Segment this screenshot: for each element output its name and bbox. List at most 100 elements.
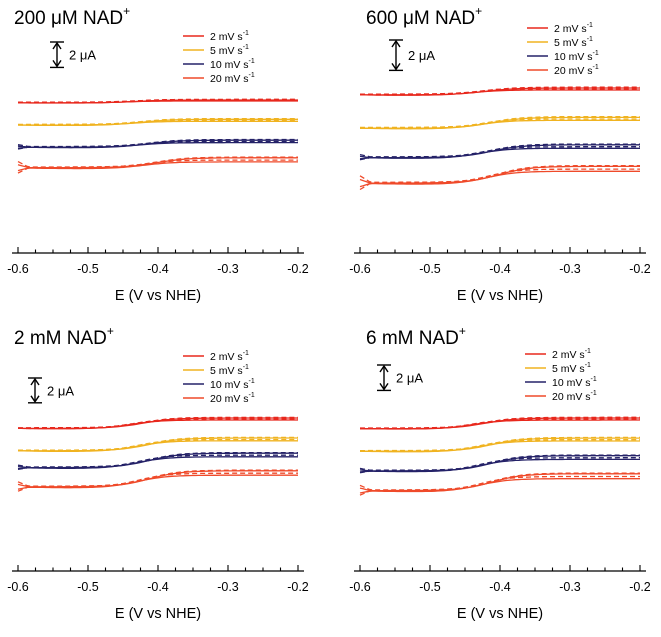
scale-bar: 2 μA bbox=[389, 39, 435, 72]
x-tick-label: -0.6 bbox=[7, 580, 29, 594]
cv-trace-solid bbox=[360, 437, 640, 452]
cv-trace-solid bbox=[359, 144, 640, 159]
x-tick-label: -0.4 bbox=[147, 580, 169, 594]
cv-trace-dashed bbox=[18, 418, 298, 430]
x-tick-label: -0.6 bbox=[7, 262, 29, 276]
cv-series bbox=[17, 117, 298, 127]
panel-title-superscript: + bbox=[123, 4, 130, 18]
cv-trace-solid bbox=[17, 452, 298, 469]
cv-series bbox=[359, 454, 640, 474]
cv-trace-dashed bbox=[359, 475, 640, 496]
cv-series bbox=[360, 86, 640, 96]
cv-series bbox=[17, 138, 298, 150]
x-tick-label: -0.6 bbox=[349, 262, 371, 276]
cv-trace-dashed bbox=[359, 146, 640, 161]
legend-label: 5 mV s-1 bbox=[210, 364, 249, 377]
legend-label: 20 mV s-1 bbox=[552, 390, 597, 403]
cv-trace-solid bbox=[360, 116, 640, 129]
x-axis-label: E (V vs NHE) bbox=[115, 606, 201, 622]
chart-panel: 200 μM NAD+ 2 μA 2 mV s-15 mV s-110 mV s-1… bbox=[7, 4, 309, 304]
cv-series bbox=[17, 469, 298, 492]
legend-label: 5 mV s-1 bbox=[552, 362, 591, 375]
x-tick-label: -0.3 bbox=[217, 262, 239, 276]
cv-trace-dashed bbox=[359, 168, 640, 191]
cv-trace-dashed bbox=[18, 438, 298, 452]
x-axis: -0.6 -0.5 -0.4 -0.3 -0.2 E (V vs NHE) bbox=[7, 565, 309, 622]
cv-trace-dashed bbox=[360, 86, 640, 95]
cv-trace-dashed bbox=[360, 436, 640, 452]
cv-trace-solid bbox=[359, 455, 640, 472]
cv-trace-dashed bbox=[360, 418, 640, 430]
cv-trace-solid bbox=[17, 141, 298, 149]
panel-title-superscript: + bbox=[475, 4, 482, 18]
legend-label: 2 mV s-1 bbox=[210, 350, 249, 363]
x-tick-label: -0.2 bbox=[629, 262, 651, 276]
scale-bar-arrow-down bbox=[30, 395, 40, 404]
cv-trace-solid bbox=[17, 474, 298, 490]
cv-trace-solid bbox=[17, 470, 298, 488]
scale-bar: 2 μA bbox=[50, 41, 96, 69]
cv-trace-dashed bbox=[359, 164, 640, 183]
legend-label-superscript: -1 bbox=[593, 50, 599, 57]
cv-trace-dashed bbox=[360, 439, 640, 453]
cv-series bbox=[360, 115, 640, 130]
scale-bar-arrow-up bbox=[30, 377, 40, 386]
cv-series bbox=[17, 436, 298, 452]
legend-label: 10 mV s-1 bbox=[210, 58, 255, 71]
cv-trace-dashed bbox=[18, 99, 298, 104]
x-tick-label: -0.5 bbox=[77, 580, 99, 594]
cv-series bbox=[359, 164, 640, 191]
cv-trace-dashed bbox=[360, 88, 640, 96]
cv-series bbox=[17, 156, 298, 174]
legend-label-superscript: -1 bbox=[249, 72, 255, 79]
x-tick-label: -0.4 bbox=[489, 262, 511, 276]
x-tick-label: -0.2 bbox=[629, 580, 651, 594]
scale-bar-arrow-down bbox=[391, 62, 401, 71]
x-axis: -0.6 -0.5 -0.4 -0.3 -0.2 E (V vs NHE) bbox=[349, 565, 651, 622]
cv-trace-solid bbox=[359, 478, 640, 494]
x-tick-label: -0.4 bbox=[147, 262, 169, 276]
cv-trace-solid bbox=[360, 119, 640, 130]
cv-series bbox=[359, 472, 640, 496]
cv-trace-dashed bbox=[17, 138, 298, 148]
x-tick-label: -0.2 bbox=[287, 262, 309, 276]
legend-label: 10 mV s-1 bbox=[552, 376, 597, 389]
scale-bar-arrow-down bbox=[379, 383, 389, 391]
cv-trace-solid bbox=[359, 458, 640, 473]
legend-label-superscript: -1 bbox=[587, 22, 593, 29]
x-axis: -0.6 -0.5 -0.4 -0.3 -0.2 E (V vs NHE) bbox=[7, 247, 309, 304]
cv-trace-solid bbox=[359, 473, 640, 492]
cv-trace-dashed bbox=[18, 416, 298, 429]
legend-label: 20 mV s-1 bbox=[210, 72, 255, 85]
panel-title: 2 mM NAD+ bbox=[14, 324, 114, 349]
cv-trace-dashed bbox=[18, 117, 298, 126]
cv-trace-solid bbox=[360, 89, 640, 96]
scale-bar: 2 μA bbox=[28, 377, 74, 404]
x-axis-label: E (V vs NHE) bbox=[115, 288, 201, 304]
chart-panel: 600 μM NAD+ 2 μA 2 mV s-15 mV s-110 mV s-1… bbox=[349, 4, 651, 304]
legend-label-superscript: -1 bbox=[587, 36, 593, 43]
cv-series bbox=[359, 436, 640, 453]
scale-bar-label: 2 μA bbox=[47, 383, 74, 398]
cv-trace-solid bbox=[17, 157, 298, 169]
cv-trace-dashed bbox=[17, 469, 298, 487]
x-axis: -0.6 -0.5 -0.4 -0.3 -0.2 E (V vs NHE) bbox=[349, 247, 651, 304]
cv-series bbox=[17, 451, 298, 471]
cv-trace-dashed bbox=[360, 416, 640, 429]
cv-series bbox=[18, 416, 298, 430]
cv-trace-solid bbox=[18, 437, 298, 452]
cv-trace-solid bbox=[359, 440, 640, 453]
panel-title: 200 μM NAD+ bbox=[14, 4, 130, 29]
legend-label: 10 mV s-1 bbox=[554, 50, 599, 63]
legend-label: 2 mV s-1 bbox=[554, 22, 593, 35]
legend-label-superscript: -1 bbox=[591, 390, 597, 397]
cv-trace-solid bbox=[359, 147, 640, 160]
panel-title-superscript: + bbox=[107, 324, 114, 338]
cv-trace-solid bbox=[359, 170, 640, 188]
cv-trace-dashed bbox=[359, 454, 640, 471]
chart-panel: 2 mM NAD+ 2 μA 2 mV s-15 mV s-110 mV s-120… bbox=[7, 324, 309, 622]
x-tick-label: -0.5 bbox=[419, 262, 441, 276]
legend-label: 10 mV s-1 bbox=[210, 378, 255, 391]
cv-series bbox=[359, 143, 640, 161]
legend-label: 5 mV s-1 bbox=[210, 44, 249, 57]
